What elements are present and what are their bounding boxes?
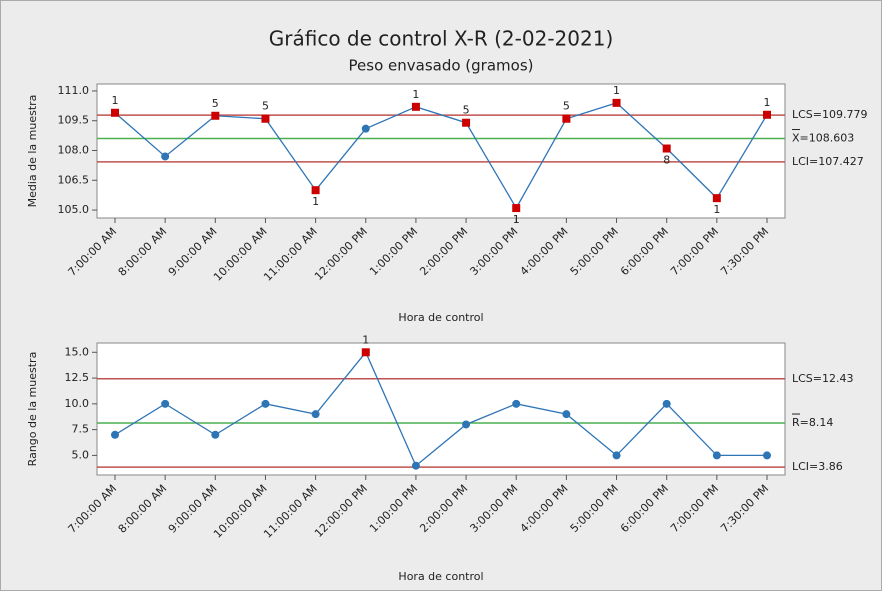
x-axis-label: Hora de control	[398, 570, 483, 583]
control-limit-label: LCI=107.427	[792, 155, 864, 168]
control-limit-label: X=108.603	[792, 132, 854, 145]
flagged-point	[662, 144, 671, 153]
y-tick-label: 7.5	[72, 423, 90, 436]
y-axis-label: Media de la muestra	[26, 95, 39, 208]
data-line	[114, 102, 768, 210]
point	[712, 451, 721, 460]
data-line	[114, 351, 767, 467]
flagged-point	[361, 348, 370, 357]
flagged-point	[562, 114, 571, 123]
y-tick-label: 111.0	[58, 84, 90, 97]
control-limit-label: LCI=3.86	[792, 460, 843, 473]
y-tick-label: 108.0	[58, 144, 90, 157]
x-axis-label: Hora de control	[398, 311, 483, 324]
flag-label: 1	[362, 333, 369, 346]
flag-label: 5	[212, 97, 219, 110]
point	[562, 410, 571, 419]
flag-label: 1	[312, 195, 319, 208]
point	[211, 430, 220, 439]
y-tick-label: 5.0	[72, 448, 90, 461]
flagged-point	[111, 108, 119, 117]
point	[411, 461, 420, 470]
point	[361, 124, 370, 133]
y-tick-label: 15.0	[65, 345, 90, 358]
flag-label: 1	[613, 84, 620, 97]
point	[261, 399, 270, 408]
flagged-point	[612, 98, 621, 107]
flag-label: 8	[663, 154, 670, 167]
flag-label: 1	[412, 88, 419, 101]
control-limit-label: LCS=109.779	[792, 108, 868, 121]
y-tick-label: 12.5	[65, 371, 90, 384]
flag-label: 5	[262, 100, 269, 113]
flagged-point	[311, 186, 320, 195]
plot-area	[96, 83, 786, 219]
y-tick-label: 109.5	[58, 114, 90, 127]
y-tick-label: 105.0	[58, 203, 90, 216]
point	[662, 399, 671, 408]
flagged-point	[462, 118, 471, 127]
y-tick-label: 106.5	[58, 173, 90, 186]
flagged-point	[211, 111, 220, 120]
flag-label: 1	[112, 94, 119, 107]
point	[161, 399, 170, 408]
flag-label: 5	[463, 104, 470, 117]
chart-subtitle: Peso envasado (gramos)	[349, 57, 534, 75]
y-tick-label: 10.0	[65, 397, 90, 410]
control-limit-label: R=8.14	[792, 416, 833, 429]
y-axis-label: Rango de la muestra	[26, 352, 39, 467]
point	[161, 152, 170, 161]
point	[311, 410, 320, 419]
flagged-point	[512, 204, 521, 213]
flagged-point	[763, 110, 771, 119]
flag-label: 5	[563, 100, 570, 113]
chart-title: Gráfico de control X-R (2-02-2021)	[269, 27, 614, 51]
point	[612, 451, 621, 460]
flag-label: 1	[764, 96, 771, 109]
point	[512, 399, 521, 408]
point	[763, 451, 771, 460]
flag-label: 1	[713, 203, 720, 216]
flagged-point	[411, 102, 420, 111]
point	[111, 430, 119, 439]
control-limit-label: LCS=12.43	[792, 372, 854, 385]
flagged-point	[712, 194, 721, 203]
point	[462, 420, 471, 429]
plot-area	[96, 342, 786, 476]
flagged-point	[261, 114, 270, 123]
flag-label: 1	[513, 213, 520, 226]
